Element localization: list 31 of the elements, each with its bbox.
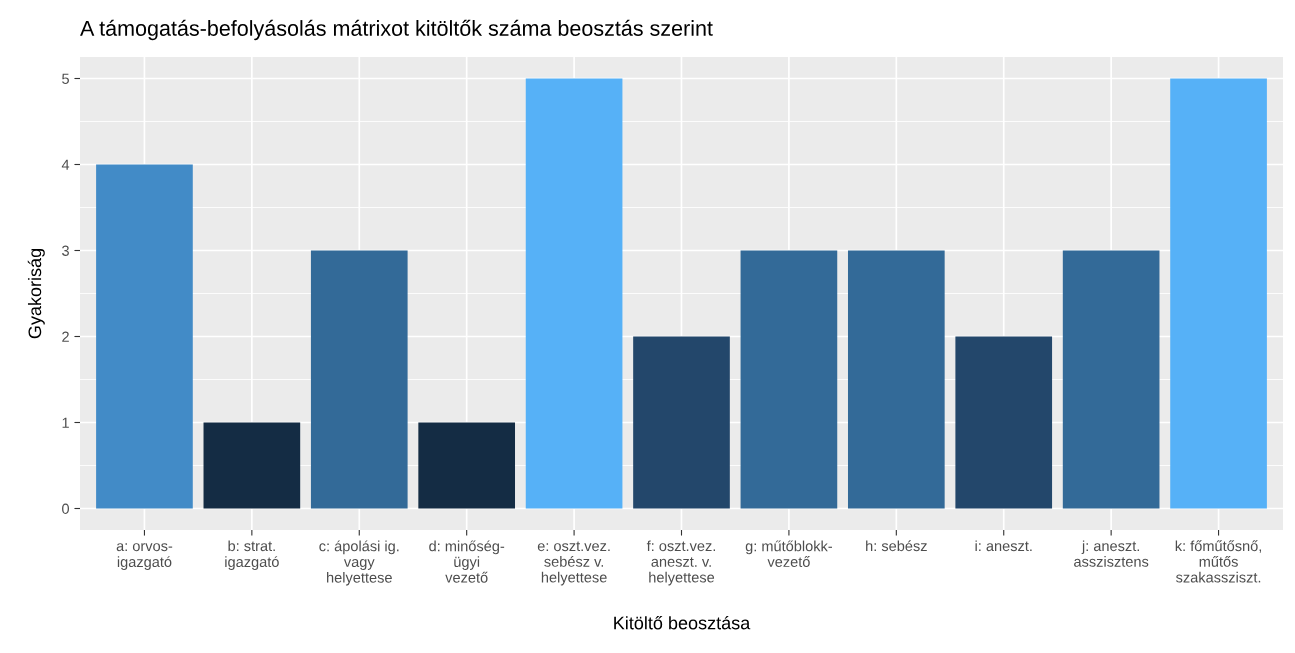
y-axis-title: Gyakoriság [27, 249, 45, 339]
x-tick-label: e: oszt.vez. sebész v. helyettese [537, 541, 610, 586]
y-tick-label: 2 [62, 331, 69, 342]
bar [525, 78, 623, 509]
x-tick-label: b: strat. igazgató [225, 540, 279, 570]
x-tick-label: i: aneszt. [975, 540, 1032, 552]
x-tick-label: k: főműtősnő, műtős szakassziszt. [1175, 540, 1262, 583]
y-tick-label: 5 [62, 73, 69, 84]
y-tick-label: 3 [62, 245, 69, 256]
bar [740, 250, 838, 509]
x-tick-label: a: orvos- igazgató [116, 543, 173, 570]
x-tick-label: d: minőség- ügyi vezető [429, 540, 505, 583]
x-tick-label: c: ápolási ig. vagy helyettese [319, 540, 399, 586]
bar [1170, 78, 1267, 509]
bar [310, 250, 408, 509]
bar [847, 250, 945, 509]
bar [1062, 250, 1160, 509]
bar [955, 336, 1053, 509]
bar [633, 336, 730, 509]
x-tick-label: f: oszt.vez. aneszt. v. helyettese [646, 540, 716, 586]
bar [418, 422, 516, 509]
x-axis-title: Kitöltő beosztása [614, 615, 751, 630]
x-tick-label: h: sebész [866, 540, 927, 552]
x-tick-label: g: műtőblokk- vezető [745, 540, 833, 568]
bar [203, 422, 301, 509]
y-tick-label: 0 [62, 503, 70, 514]
y-tick-label: 1 [62, 417, 69, 428]
bar [96, 164, 193, 509]
x-tick-label: j: aneszt. asszisztens [1074, 540, 1149, 567]
chart-title: A támogatás-befolyásolás mátrixot kitöltők száma beosztás szerint [80, 19, 713, 41]
y-tick-label: 4 [61, 159, 70, 170]
